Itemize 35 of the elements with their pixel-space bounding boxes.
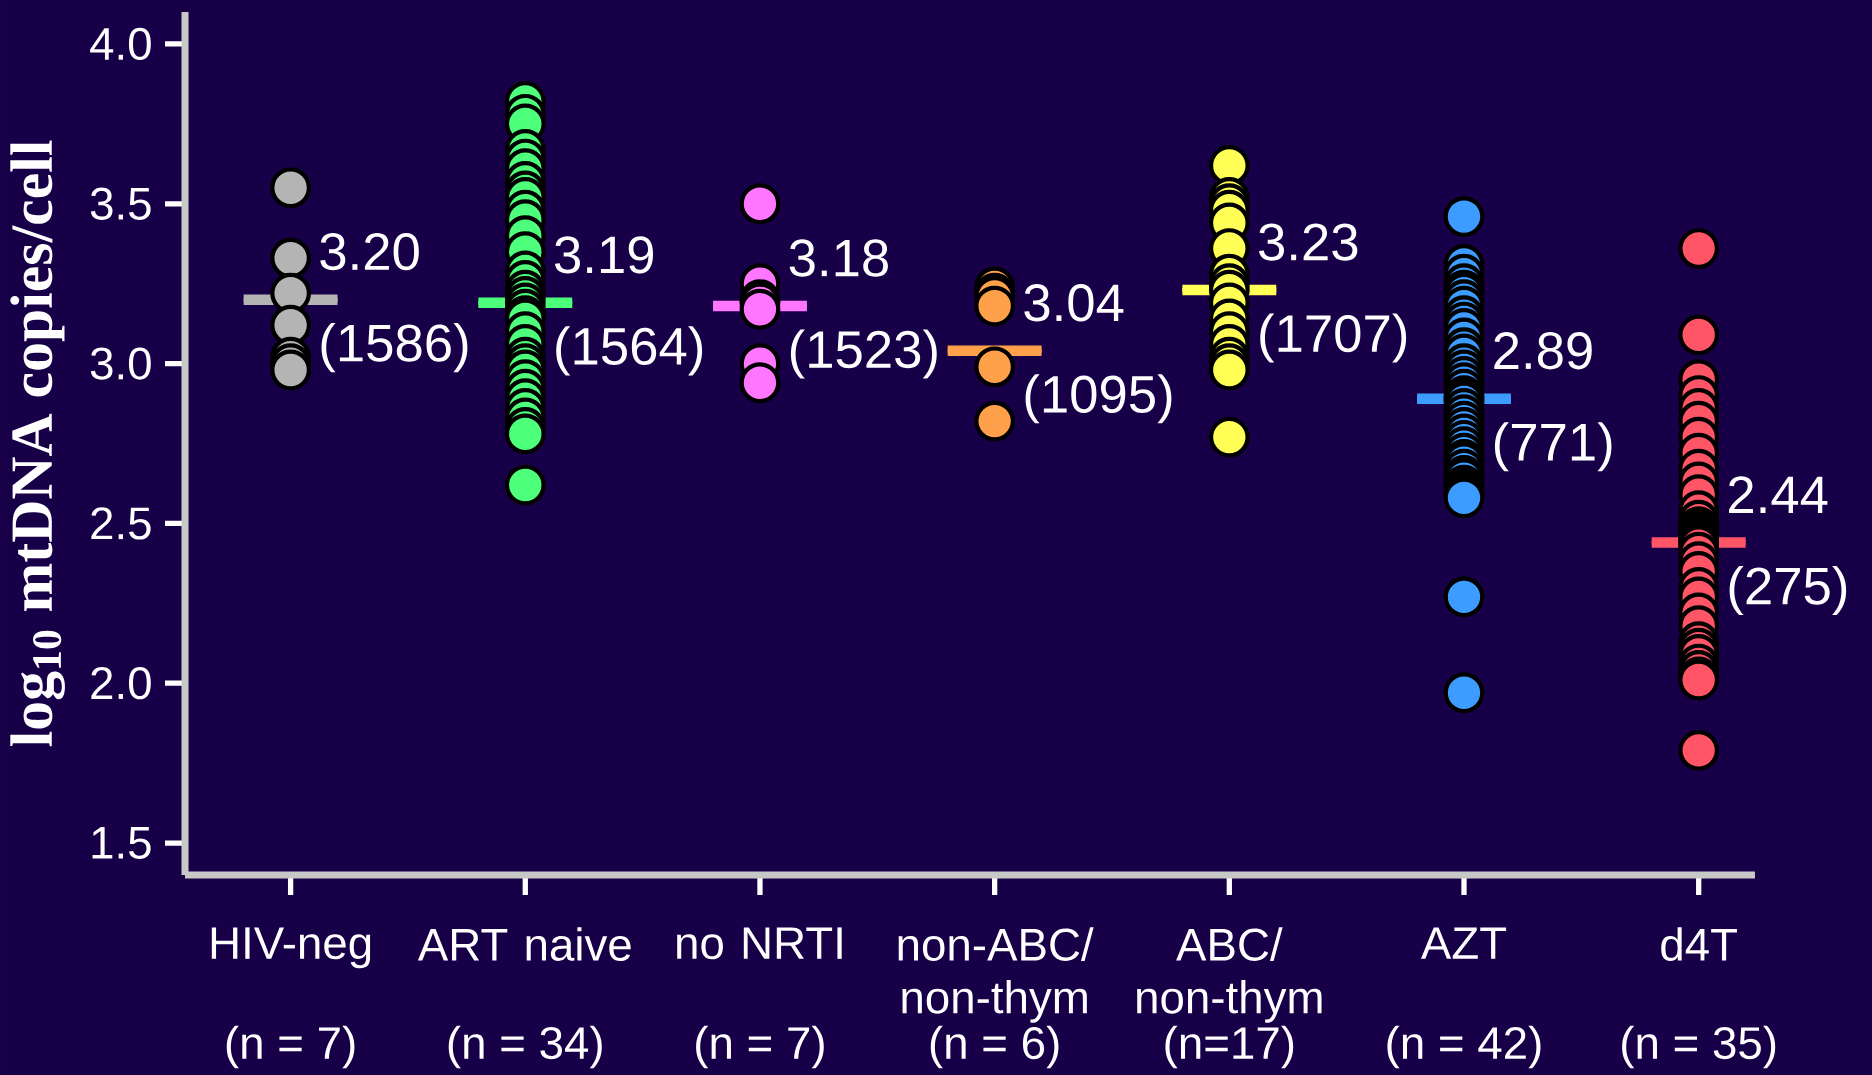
annotation: (771)	[1494, 422, 1612, 472]
x-tick-label: ART naive	[417, 927, 631, 961]
text: (n = 7)	[226, 1025, 355, 1069]
annotation: 3.19	[554, 236, 654, 274]
text: (n = 42)	[1387, 1025, 1541, 1069]
text: (n = 35)	[1622, 1025, 1776, 1069]
annotation: (1095)	[1025, 374, 1172, 424]
text: (n = 7)	[696, 1025, 824, 1069]
y-tick-label: 1.5	[92, 827, 151, 859]
annotation: (1586)	[321, 323, 468, 373]
text: (n=17)	[1165, 1025, 1294, 1069]
y-tick-label: 3.5	[90, 187, 151, 220]
annotation: (1707)	[1260, 313, 1407, 363]
y-tick-label: 2.0	[91, 667, 151, 700]
annotation: 3.04	[1024, 284, 1124, 322]
x-tick-label: ABC/ non-thym	[1137, 927, 1322, 1023]
text: (n = 6)	[930, 1025, 1059, 1069]
annotation: 2.44	[1729, 476, 1828, 513]
annotation: (275)	[1729, 566, 1847, 616]
annotation: 3.18	[789, 239, 888, 277]
y-tick-label: 2.5	[91, 507, 151, 540]
annotation: 3.23	[1258, 223, 1358, 261]
x-tick-label: HIV-neg	[211, 927, 371, 969]
annotation: (1564)	[556, 326, 703, 376]
x-tick-label: d4T	[1661, 927, 1737, 961]
x-tick-label: AZT	[1420, 927, 1507, 959]
y-tick-label: 3.0	[90, 347, 151, 380]
annotation: 2.89	[1494, 332, 1592, 370]
x-tick-label: non-ABC/ non-thym	[898, 927, 1094, 1023]
annotation: (1523)	[790, 329, 937, 379]
x-tick-label: no NRTI	[677, 927, 842, 960]
text: (n = 34)	[448, 1025, 602, 1069]
annotation: 3.20	[320, 232, 419, 271]
y-tick-label: 4.0	[90, 27, 151, 61]
y-axis-title: log$_{10}$ mtDNA copies/cell	[10, 140, 65, 747]
